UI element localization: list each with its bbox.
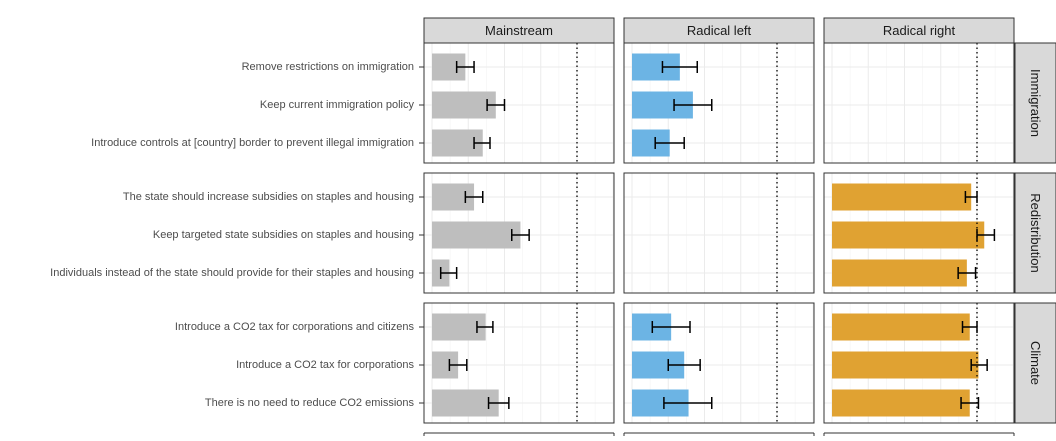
- bar-radical-right-climate-0: [832, 313, 970, 341]
- panel-border: [623, 42, 815, 164]
- category-label-remove-restrictions-on-immigration: Remove restrictions on immigration: [242, 61, 414, 73]
- category-label-the-state-should-increase-subsidies-on-staples-and-housing: The state should increase subsidies on s…: [123, 191, 414, 203]
- category-label-there-is-no-need-to-reduce-co2-emissions: There is no need to reduce CO2 emissions: [205, 397, 415, 409]
- group-label-climate: Climate: [1028, 341, 1043, 385]
- category-label-keep-current-immigration-policy: Keep current immigration policy: [260, 99, 415, 111]
- panel-border: [423, 172, 615, 294]
- panel-border: [823, 172, 1015, 294]
- group-label-redistribution: Redistribution: [1028, 193, 1043, 273]
- panel-border: [423, 302, 615, 424]
- bar-mainstream-redistribution-1: [432, 221, 521, 249]
- category-label-keep-targeted-state-subsidies-on-staples-and-housing: Keep targeted state subsidies on staples…: [153, 229, 414, 241]
- panel-bg-radical-left-redistribution: [624, 173, 814, 293]
- facet-label-mainstream: Mainstream: [485, 23, 553, 38]
- facet-label-radical-left: Radical left: [687, 23, 752, 38]
- bar-mainstream-immigration-1: [432, 91, 496, 119]
- panel-border: [623, 302, 815, 424]
- panel-bg-radical-right-immigration: [824, 43, 1014, 163]
- panel-border: [823, 42, 1015, 164]
- category-label-introduce-a-co2-tax-for-corporations-and-citizens: Introduce a CO2 tax for corporations and…: [175, 321, 415, 333]
- bar-radical-right-redistribution-2: [832, 259, 967, 287]
- bar-radical-right-redistribution-1: [832, 221, 985, 249]
- panel-border: [823, 302, 1015, 424]
- facet-strip-radical-left: [623, 17, 815, 44]
- panel-border: [423, 42, 615, 164]
- facet-strip-mainstream: [423, 17, 615, 44]
- panel-border: [623, 172, 815, 294]
- group-strip-redistribution: [1014, 172, 1056, 294]
- bar-radical-right-redistribution-0: [832, 183, 972, 211]
- bar-mainstream-climate-2: [432, 389, 499, 417]
- category-label-introduce-controls-at-country-border-to-prevent-illegal-immigration: Introduce controls at [country] border t…: [91, 137, 414, 149]
- category-label-introduce-a-co2-tax-for-corporations: Introduce a CO2 tax for corporations: [236, 359, 414, 371]
- group-strip-climate: [1014, 302, 1056, 424]
- group-strip-immigration: [1014, 42, 1056, 164]
- facet-label-radical-right: Radical right: [883, 23, 956, 38]
- bar-radical-right-climate-2: [832, 389, 970, 417]
- group-label-immigration: Immigration: [1028, 69, 1043, 137]
- bar-radical-right-climate-1: [832, 351, 979, 379]
- category-label-individuals-instead-of-the-state-should-provide-for-their-staples-and-housing: Individuals instead of the state should …: [50, 267, 414, 279]
